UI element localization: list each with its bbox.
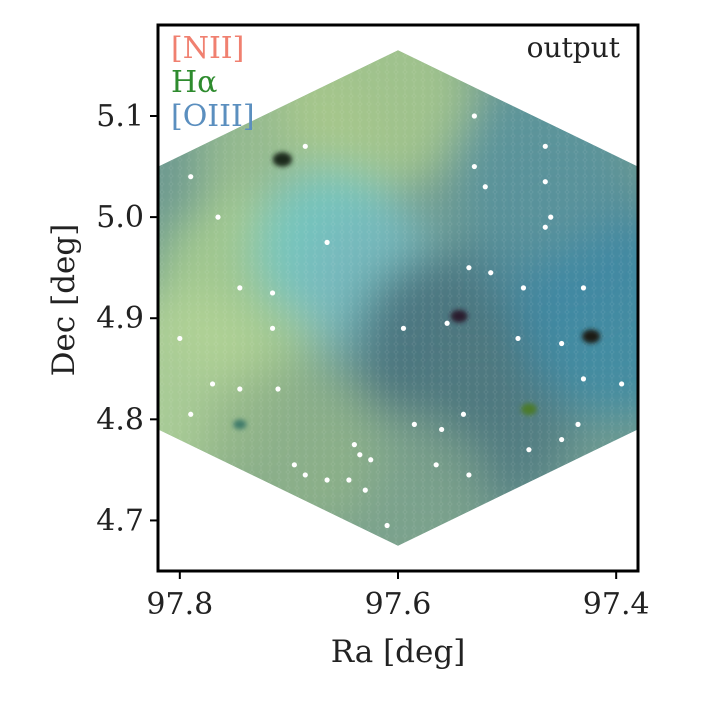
white-point-29	[460, 411, 467, 417]
white-point-25	[209, 381, 216, 387]
white-point-11	[466, 265, 472, 271]
white-point-21	[269, 325, 276, 331]
white-point-19	[515, 335, 521, 342]
y-axis-label: Dec [deg]	[46, 224, 82, 377]
x-tick-label-0: 97.8	[146, 587, 213, 622]
white-point-42	[346, 477, 352, 483]
legend-entry-halpha: Hα	[171, 65, 217, 100]
white-point-35	[368, 457, 374, 463]
y-axis-ticks: 4.7 4.8 4.9 5.0 5.1	[96, 99, 158, 538]
white-points	[177, 113, 625, 529]
white-point-24	[619, 381, 625, 387]
y-tick-label-1: 4.8	[96, 402, 144, 437]
white-point-7	[542, 179, 548, 185]
x-tick-label-1: 97.6	[365, 587, 432, 622]
white-point-15	[520, 285, 527, 291]
white-point-30	[439, 426, 445, 433]
white-point-31	[575, 421, 581, 427]
dark-spot-1	[450, 309, 468, 323]
plot-area	[158, 50, 638, 546]
white-point-27	[275, 386, 281, 392]
footprint	[158, 50, 638, 546]
white-point-12	[488, 270, 494, 276]
dark-spot-2	[582, 329, 601, 344]
corner-label: output	[527, 31, 621, 64]
white-point-38	[291, 462, 297, 468]
white-point-5	[215, 214, 221, 220]
y-tick-label-0: 4.7	[96, 503, 144, 538]
white-point-36	[526, 447, 532, 453]
white-point-40	[302, 472, 308, 478]
white-point-22	[559, 340, 565, 347]
white-point-16	[580, 285, 587, 291]
x-tick-label-2: 97.4	[583, 587, 650, 622]
white-point-2	[471, 163, 477, 170]
white-point-45	[384, 522, 390, 529]
legend-entry-nii: [NII]	[171, 31, 244, 66]
white-point-13	[237, 285, 243, 291]
white-point-39	[433, 462, 439, 468]
white-point-43	[466, 472, 472, 478]
y-tick-label-4: 5.1	[96, 99, 144, 134]
white-point-41	[324, 477, 330, 483]
white-point-34	[357, 452, 363, 458]
dark-spot-3	[521, 403, 537, 416]
white-point-44	[362, 487, 368, 493]
white-point-4	[188, 174, 194, 180]
y-tick-label-2: 4.9	[96, 301, 144, 336]
white-point-1	[471, 113, 477, 119]
white-point-20	[177, 335, 183, 342]
white-point-33	[351, 442, 357, 448]
hexagon-cell-texture	[158, 50, 638, 546]
white-point-14	[269, 290, 276, 296]
white-point-26	[237, 386, 243, 392]
x-axis-label: Ra [deg]	[331, 634, 466, 670]
white-point-10	[324, 239, 330, 245]
white-point-9	[542, 224, 548, 230]
white-point-0	[302, 143, 308, 149]
white-point-8	[548, 214, 554, 220]
white-point-37	[559, 436, 565, 443]
x-axis-ticks: 97.8 97.6 97.4	[146, 571, 650, 622]
white-point-23	[580, 376, 587, 382]
white-point-6	[482, 184, 488, 190]
legend: [NII] Hα [OIII]	[171, 31, 255, 134]
dark-spot-0	[272, 152, 292, 167]
dark-spots	[233, 152, 601, 430]
white-point-3	[542, 143, 548, 149]
white-point-18	[444, 320, 450, 326]
dark-spot-4	[233, 419, 247, 430]
legend-entry-oiii: [OIII]	[171, 99, 255, 134]
y-tick-label-3: 5.0	[96, 200, 144, 235]
white-point-17	[400, 325, 407, 331]
white-point-28	[188, 411, 194, 417]
white-point-32	[411, 421, 417, 427]
